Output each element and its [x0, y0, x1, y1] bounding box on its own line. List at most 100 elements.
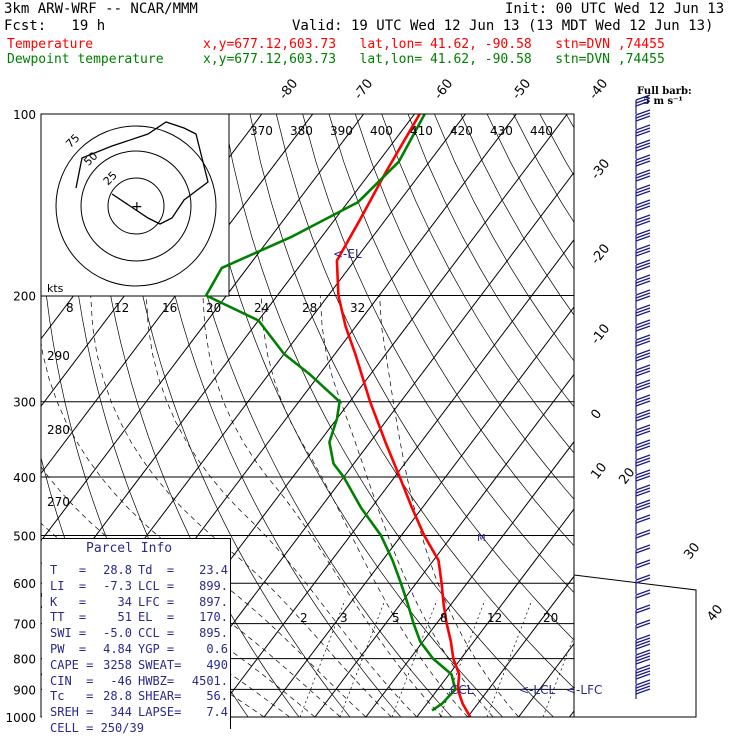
- wind-barb-flag: [635, 172, 651, 179]
- dewpoint-trace: [204, 114, 457, 712]
- isotherm-label: 0: [588, 407, 605, 423]
- isotherm-label: -30: [588, 156, 613, 182]
- mixing-ratio-line: [339, 599, 386, 717]
- mixing-ratio-line: [542, 635, 574, 717]
- parcel-info-title: Parcel Info: [86, 541, 173, 556]
- parcel-info-row: T = 28.8 Td = 23.4: [50, 563, 230, 579]
- mixing-ratio-label: 5: [392, 611, 400, 625]
- wind-barb-flag: [635, 127, 651, 134]
- pressure-tick-label: 1000: [5, 711, 36, 725]
- wind-barb-flag: [635, 292, 651, 299]
- parcel-info-value: -46: [110, 673, 132, 688]
- wind-barb-flag: [635, 652, 651, 659]
- wind-barb-flag: [635, 430, 651, 437]
- hodograph-frame: [40, 113, 230, 297]
- parcel-info-key: PW =: [50, 642, 87, 656]
- wind-barb-flag: [635, 340, 651, 347]
- pressure-tick-label: 300: [13, 396, 36, 410]
- wind-barb-flag: [635, 349, 651, 356]
- dry-adiabat-line: [381, 114, 574, 454]
- header-init: Init: 00 UTC Wed 12 Jun 13: [505, 1, 725, 17]
- isotherm-line: [41, 114, 415, 609]
- isotherm-label: -50: [509, 76, 534, 102]
- moist-adiabat-line: [41, 340, 367, 717]
- lcl-marker: <-LCL: [519, 683, 555, 697]
- wind-barb-flag: [635, 559, 651, 566]
- wind-barb-flag: [635, 529, 651, 536]
- wind-barb-flag: [635, 379, 651, 386]
- wind-barb-flag: [635, 100, 651, 107]
- wind-barb-flag: [635, 355, 651, 362]
- dry-adiabat-line: [354, 114, 574, 500]
- plot-frame: [40, 113, 575, 718]
- theta-label: 290: [47, 349, 70, 363]
- wind-barb-flag: [635, 685, 651, 692]
- parcel-info-value: 897.: [199, 594, 228, 609]
- parcel-info-key: CIN =: [50, 673, 94, 688]
- wind-barb-flag: [635, 214, 651, 221]
- parcel-info-key: T =: [50, 563, 87, 577]
- parcel-info-value: 895.: [199, 626, 228, 641]
- wind-barb-flag: [635, 640, 651, 647]
- wind-speed-tick-label: 12: [114, 301, 129, 315]
- wind-barb-flag: [635, 484, 651, 491]
- header-fcst: Fcst: 19 h: [4, 18, 106, 34]
- wind-barb-flag: [635, 397, 651, 404]
- parcel-info-box: Parcel Info T = 28.8 Td = 23.4 LI = -7.3 LCL =…: [42, 538, 231, 735]
- hodograph-trace: [75, 121, 209, 225]
- parcel-info-key: LCL =: [138, 578, 175, 593]
- wind-barb-flag: [635, 160, 651, 167]
- parcel-info-value: 0.6: [206, 642, 228, 656]
- wind-barb-flag: [635, 109, 651, 116]
- wind-barb-flag: [635, 259, 651, 266]
- el-marker: <-EL: [333, 247, 362, 261]
- moist-adiabat-line: [145, 295, 418, 717]
- theta-label: 370: [250, 124, 273, 138]
- wind-barb-flag: [635, 592, 651, 599]
- wind-barb-flag: [635, 673, 651, 680]
- wind-barb-flag: [635, 142, 651, 149]
- header-model: 3km ARW-WRF -- NCAR/MMM: [4, 1, 198, 17]
- wind-barb-flag: [635, 229, 651, 236]
- moist-adiabat-line: [319, 295, 494, 717]
- parcel-marker: M: [477, 533, 486, 544]
- wind-barb-flag: [635, 334, 651, 341]
- dry-adiabat-line: [117, 114, 351, 717]
- wind-barb-flag: [635, 412, 651, 419]
- wind-barb-flag: [635, 679, 651, 686]
- wind-barb-flag: [635, 265, 651, 272]
- hodograph-ring: [80, 150, 192, 262]
- isotherm-label: 10: [588, 460, 610, 482]
- parcel-info-value: 7.4: [206, 705, 228, 720]
- parcel-info-value: 3258: [103, 657, 132, 672]
- wind-barb-flag: [635, 124, 651, 131]
- wind-barb-flag: [635, 370, 651, 377]
- parcel-info-value: 28.8: [103, 563, 132, 577]
- wind-barb-flag: [635, 199, 651, 206]
- wind-barb-flag: [635, 637, 651, 644]
- mixing-ratio-label: 20: [543, 611, 558, 625]
- parcel-info-row: CELL = 250/39: [50, 721, 230, 737]
- wind-barb-flag: [635, 589, 651, 596]
- theta-label: 390: [330, 124, 353, 138]
- wind-barb-flag: [635, 190, 651, 197]
- mixing-ratio-line: [391, 599, 438, 717]
- parcel-info-row: SREH = 344 LAPSE= 7.4: [50, 705, 230, 721]
- wind-barb-flag: [635, 649, 651, 656]
- wind-barb-flag: [635, 94, 651, 101]
- wind-barb-flag: [635, 634, 651, 641]
- theta-label: 440: [530, 124, 553, 138]
- parcel-info-key: Tc =: [50, 689, 94, 704]
- theta-label: 270: [47, 495, 70, 509]
- wind-barb-flag: [635, 322, 651, 329]
- wind-barb-flag: [635, 97, 651, 104]
- wind-speed-tick-label: 32: [350, 301, 365, 315]
- isotherm-line: [416, 508, 574, 717]
- wind-barb-flag: [635, 667, 651, 674]
- parcel-info-value: -7.3: [103, 578, 132, 593]
- parcel-info-value: 51: [117, 610, 132, 625]
- dry-adiabat-line: [223, 114, 554, 717]
- dry-adiabat-line: [144, 114, 402, 717]
- wind-barb-flag: [635, 604, 651, 611]
- wind-barb-flag: [635, 184, 651, 191]
